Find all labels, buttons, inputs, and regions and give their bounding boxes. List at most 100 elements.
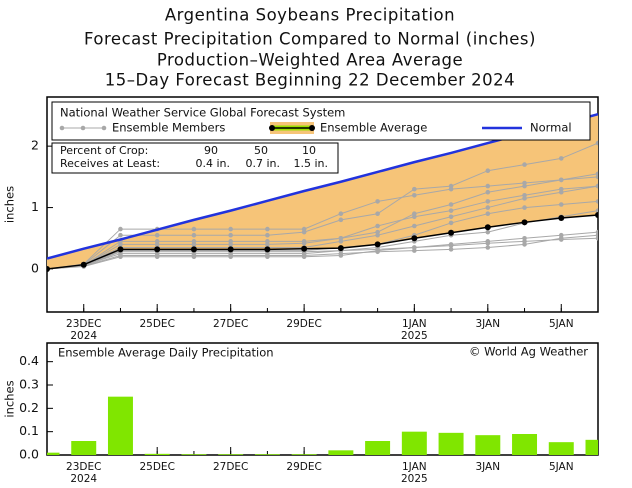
- subtitle: Production–Weighted Area Average: [157, 51, 463, 70]
- table-cell: 0.7 in.: [245, 157, 280, 170]
- member-point: [558, 235, 564, 241]
- member-point: [485, 168, 491, 174]
- average-point: [227, 246, 234, 253]
- x-year-label: 2025: [401, 330, 428, 342]
- plot-area: [47, 396, 598, 455]
- average-point: [264, 246, 271, 253]
- bar: [475, 435, 501, 455]
- member-line: [47, 210, 598, 270]
- subtitle: 15–Day Forecast Beginning 22 December 20…: [105, 71, 515, 90]
- y-axis-label: inches: [3, 380, 17, 417]
- legend-source: National Weather Service Global Forecast…: [60, 106, 345, 120]
- member-point: [522, 183, 527, 189]
- x-tick-label: 3JAN: [475, 461, 500, 473]
- x-tick-label: 1JAN: [402, 318, 427, 330]
- average-point: [374, 241, 381, 248]
- member-point: [375, 199, 380, 204]
- member-point: [595, 183, 598, 189]
- x-tick-label: 29DEC: [286, 318, 321, 330]
- bar: [107, 396, 133, 455]
- bar: [548, 442, 574, 455]
- member-point: [265, 239, 270, 244]
- x-tick-label: 23DEC: [66, 318, 101, 330]
- member-point: [522, 242, 527, 247]
- bar: [71, 441, 97, 455]
- member-point: [558, 186, 564, 192]
- x-tick-label: 5JAN: [549, 461, 574, 473]
- series-line: [47, 214, 598, 270]
- member-point: [522, 205, 527, 210]
- x-tick-label: 1JAN: [402, 461, 427, 473]
- y-tick-label: 0.0: [19, 447, 39, 462]
- x-tick-label: 23DEC: [66, 461, 101, 473]
- member-line: [47, 185, 598, 270]
- member-line: [47, 176, 598, 270]
- member-point: [375, 249, 380, 255]
- member-point: [118, 226, 123, 232]
- table-box: [51, 142, 339, 174]
- average-point: [521, 219, 528, 226]
- member-point: [412, 214, 417, 220]
- table-cell: 10: [302, 144, 316, 157]
- subtitle: Forecast Precipitation Compared to Norma…: [84, 30, 536, 49]
- table-cell: Percent of Crop:: [60, 144, 148, 157]
- x-year-label: 2025: [401, 473, 428, 485]
- bar: [512, 434, 538, 455]
- bar: [585, 439, 598, 455]
- member-point: [191, 239, 197, 244]
- average-point: [484, 224, 491, 231]
- member-point: [448, 220, 454, 226]
- average-point: [411, 235, 418, 242]
- member-point: [485, 240, 491, 246]
- member-point: [558, 156, 564, 161]
- x-year-label: 2024: [70, 330, 97, 342]
- table-cell: Receives at Least:: [60, 157, 160, 170]
- bar: [47, 452, 60, 455]
- member-point: [191, 253, 197, 258]
- credit: © World Ag Weather: [469, 345, 588, 359]
- member-point: [228, 239, 233, 244]
- member-point: [448, 208, 454, 213]
- member-point: [228, 232, 233, 238]
- member-point: [412, 223, 417, 229]
- x-tick-label: 5JAN: [549, 318, 574, 330]
- member-point: [485, 245, 491, 250]
- member-line: [47, 231, 598, 270]
- average-point: [154, 246, 161, 253]
- plot-area: [47, 112, 598, 272]
- member-point: [595, 232, 598, 238]
- average-point: [301, 245, 308, 252]
- spread-area: [47, 114, 598, 269]
- table-cell: 90: [204, 144, 218, 157]
- member-point: [191, 232, 197, 238]
- member-point: [375, 211, 380, 217]
- y-tick-label: 2: [31, 138, 39, 153]
- member-point: [338, 235, 344, 241]
- member-point: [228, 226, 233, 232]
- y-axis-label: inches: [3, 186, 17, 223]
- x-tick-label: 25DEC: [139, 461, 174, 473]
- member-point: [338, 251, 344, 256]
- y-tick-label: 0.4: [19, 353, 39, 368]
- bar: [254, 454, 280, 455]
- average-point: [117, 246, 124, 253]
- member-point: [154, 253, 160, 258]
- y-tick-label: 0.3: [19, 377, 39, 392]
- member-point: [265, 253, 270, 258]
- member-point: [118, 232, 123, 238]
- table-cell: 50: [254, 144, 268, 157]
- member-point: [485, 205, 491, 210]
- average-point: [190, 246, 197, 253]
- legend-label: Ensemble Average: [320, 121, 427, 135]
- member-point: [485, 199, 491, 204]
- member-point: [448, 247, 454, 252]
- legend-swatch-dot: [59, 125, 65, 131]
- average-point: [558, 215, 565, 222]
- y-tick-label: 0: [31, 261, 39, 276]
- member-point: [522, 162, 527, 167]
- x-tick-label: 25DEC: [139, 318, 174, 330]
- x-tick-label: 27DEC: [213, 461, 248, 473]
- legend-swatch-dot: [269, 125, 275, 131]
- member-point: [448, 183, 454, 189]
